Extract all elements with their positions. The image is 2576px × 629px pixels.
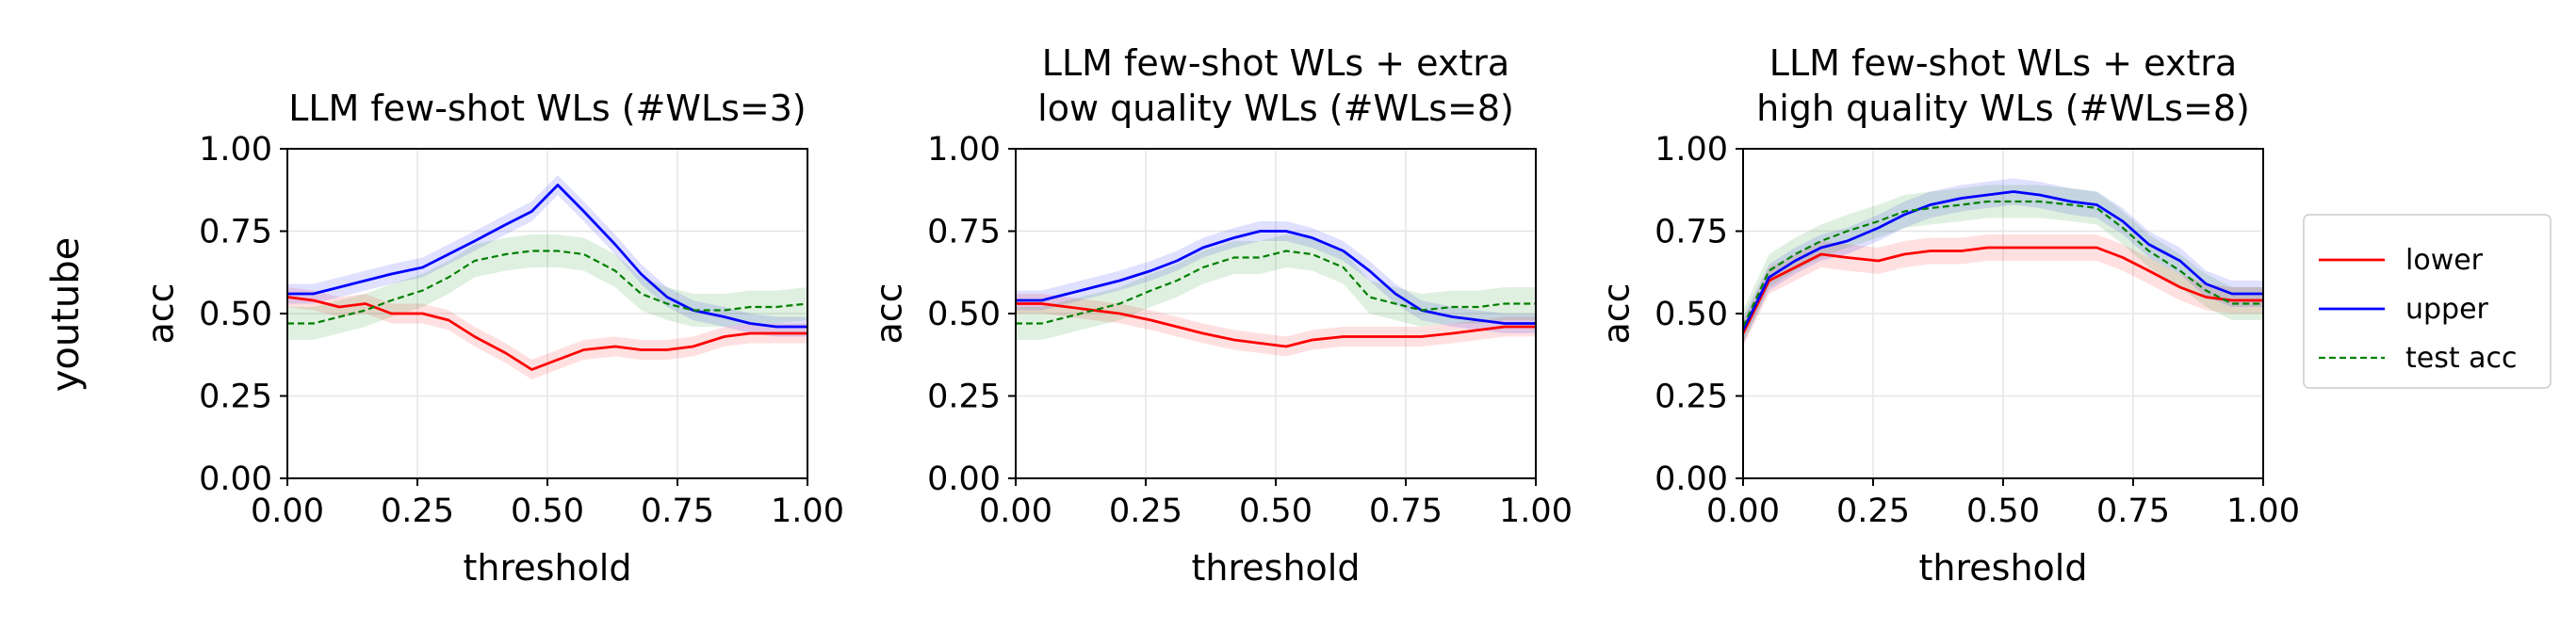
series-line-lower: [1741, 246, 2263, 334]
y-axis-label: acc: [1596, 282, 1638, 344]
series-line-test: [287, 250, 808, 325]
x-tick-label: 1.00: [1499, 492, 1573, 530]
y-tick-label: 0.00: [199, 460, 272, 498]
legend-label-lower: lower: [2405, 244, 2484, 277]
x-tick-label: 0.50: [1966, 492, 2040, 530]
chart-title: LLM few-shot WLs + extra: [1769, 42, 2237, 84]
y-tick-label: 0.25: [927, 379, 1001, 416]
x-tick-label: 0.50: [511, 492, 584, 530]
y-tick-label: 0.75: [927, 214, 1001, 251]
y-tick-label: 0.25: [199, 379, 272, 416]
chart-title: LLM few-shot WLs (#WLs=3): [288, 88, 807, 129]
x-tick-label: 0.25: [1836, 492, 1910, 530]
x-tick-label: 0.25: [381, 492, 454, 530]
series-line-upper: [1741, 190, 2263, 331]
y-tick-label: 0.75: [199, 214, 272, 251]
chart-panel-1: 0.00 0.25 0.50 0.75 1.00 0.00 0.25 0.50 0.75 1.00…: [140, 88, 844, 589]
series-line-test: [1016, 250, 1536, 325]
band-lower: [287, 287, 807, 379]
legend-label-upper: upper: [2405, 293, 2489, 326]
x-tick-label: 0.00: [1706, 492, 1780, 530]
y-axis-label: acc: [869, 282, 910, 344]
y-tick-label: 0.50: [1655, 296, 1728, 333]
legend-frame: [2303, 214, 2552, 389]
y-tick-label: 1.00: [1655, 131, 1728, 169]
series-line-test: [1742, 200, 2263, 328]
chart-panel-2: 0.00 0.25 0.50 0.75 1.00 0.00 0.25 0.50 0.75 1.00…: [869, 42, 1573, 589]
y-tick-label: 0.75: [1655, 214, 1728, 251]
x-axis-label: threshold: [464, 547, 632, 589]
series-line-lower: [286, 296, 807, 371]
legend-label-test: test acc: [2405, 342, 2518, 375]
y-tick-label: 0.25: [1655, 379, 1728, 416]
series-line-lower: [1016, 302, 1536, 348]
legend: lower upper test acc: [2303, 214, 2552, 389]
band-test: [1016, 234, 1536, 340]
x-axis-label: threshold: [1192, 547, 1361, 589]
x-tick-label: 0.00: [251, 492, 324, 530]
x-axis-label: threshold: [1919, 547, 2088, 589]
y-tick-label: 0.50: [927, 296, 1001, 333]
chart-panel-3: 0.00 0.25 0.50 0.75 1.00 0.00 0.25 0.50 0.75 1.00…: [1596, 42, 2300, 589]
band-upper: [287, 175, 807, 337]
series-line-upper: [287, 184, 807, 329]
x-tick-label: 0.75: [2096, 492, 2170, 530]
x-tick-label: 0.00: [979, 492, 1052, 530]
chart-title: high quality WLs (#WLs=8): [1756, 88, 2250, 129]
series-line-upper: [1016, 230, 1536, 325]
band-lower: [1016, 294, 1536, 357]
y-tick-label: 0.50: [199, 296, 272, 333]
panels: 0.00 0.25 0.50 0.75 1.00 0.00 0.25 0.50 0.75 1.00…: [140, 42, 2300, 589]
band-upper: [1743, 178, 2263, 344]
y-tick-label: 1.00: [927, 131, 1001, 169]
x-tick-label: 0.75: [641, 492, 714, 530]
y-tick-label: 0.00: [927, 460, 1001, 498]
band-test: [1743, 185, 2263, 344]
x-tick-label: 0.50: [1239, 492, 1312, 530]
chart-title: LLM few-shot WLs + extra: [1042, 42, 1509, 84]
x-tick-label: 1.00: [771, 492, 844, 530]
y-axis-label: acc: [140, 282, 182, 344]
y-tick-label: 0.00: [1655, 460, 1728, 498]
band-test: [287, 234, 807, 340]
row-label: youtube: [44, 237, 88, 393]
x-tick-label: 0.25: [1109, 492, 1182, 530]
x-tick-label: 0.75: [1369, 492, 1443, 530]
y-tick-label: 1.00: [199, 131, 272, 169]
chart-title: low quality WLs (#WLs=8): [1037, 88, 1514, 129]
x-tick-label: 1.00: [2226, 492, 2300, 530]
